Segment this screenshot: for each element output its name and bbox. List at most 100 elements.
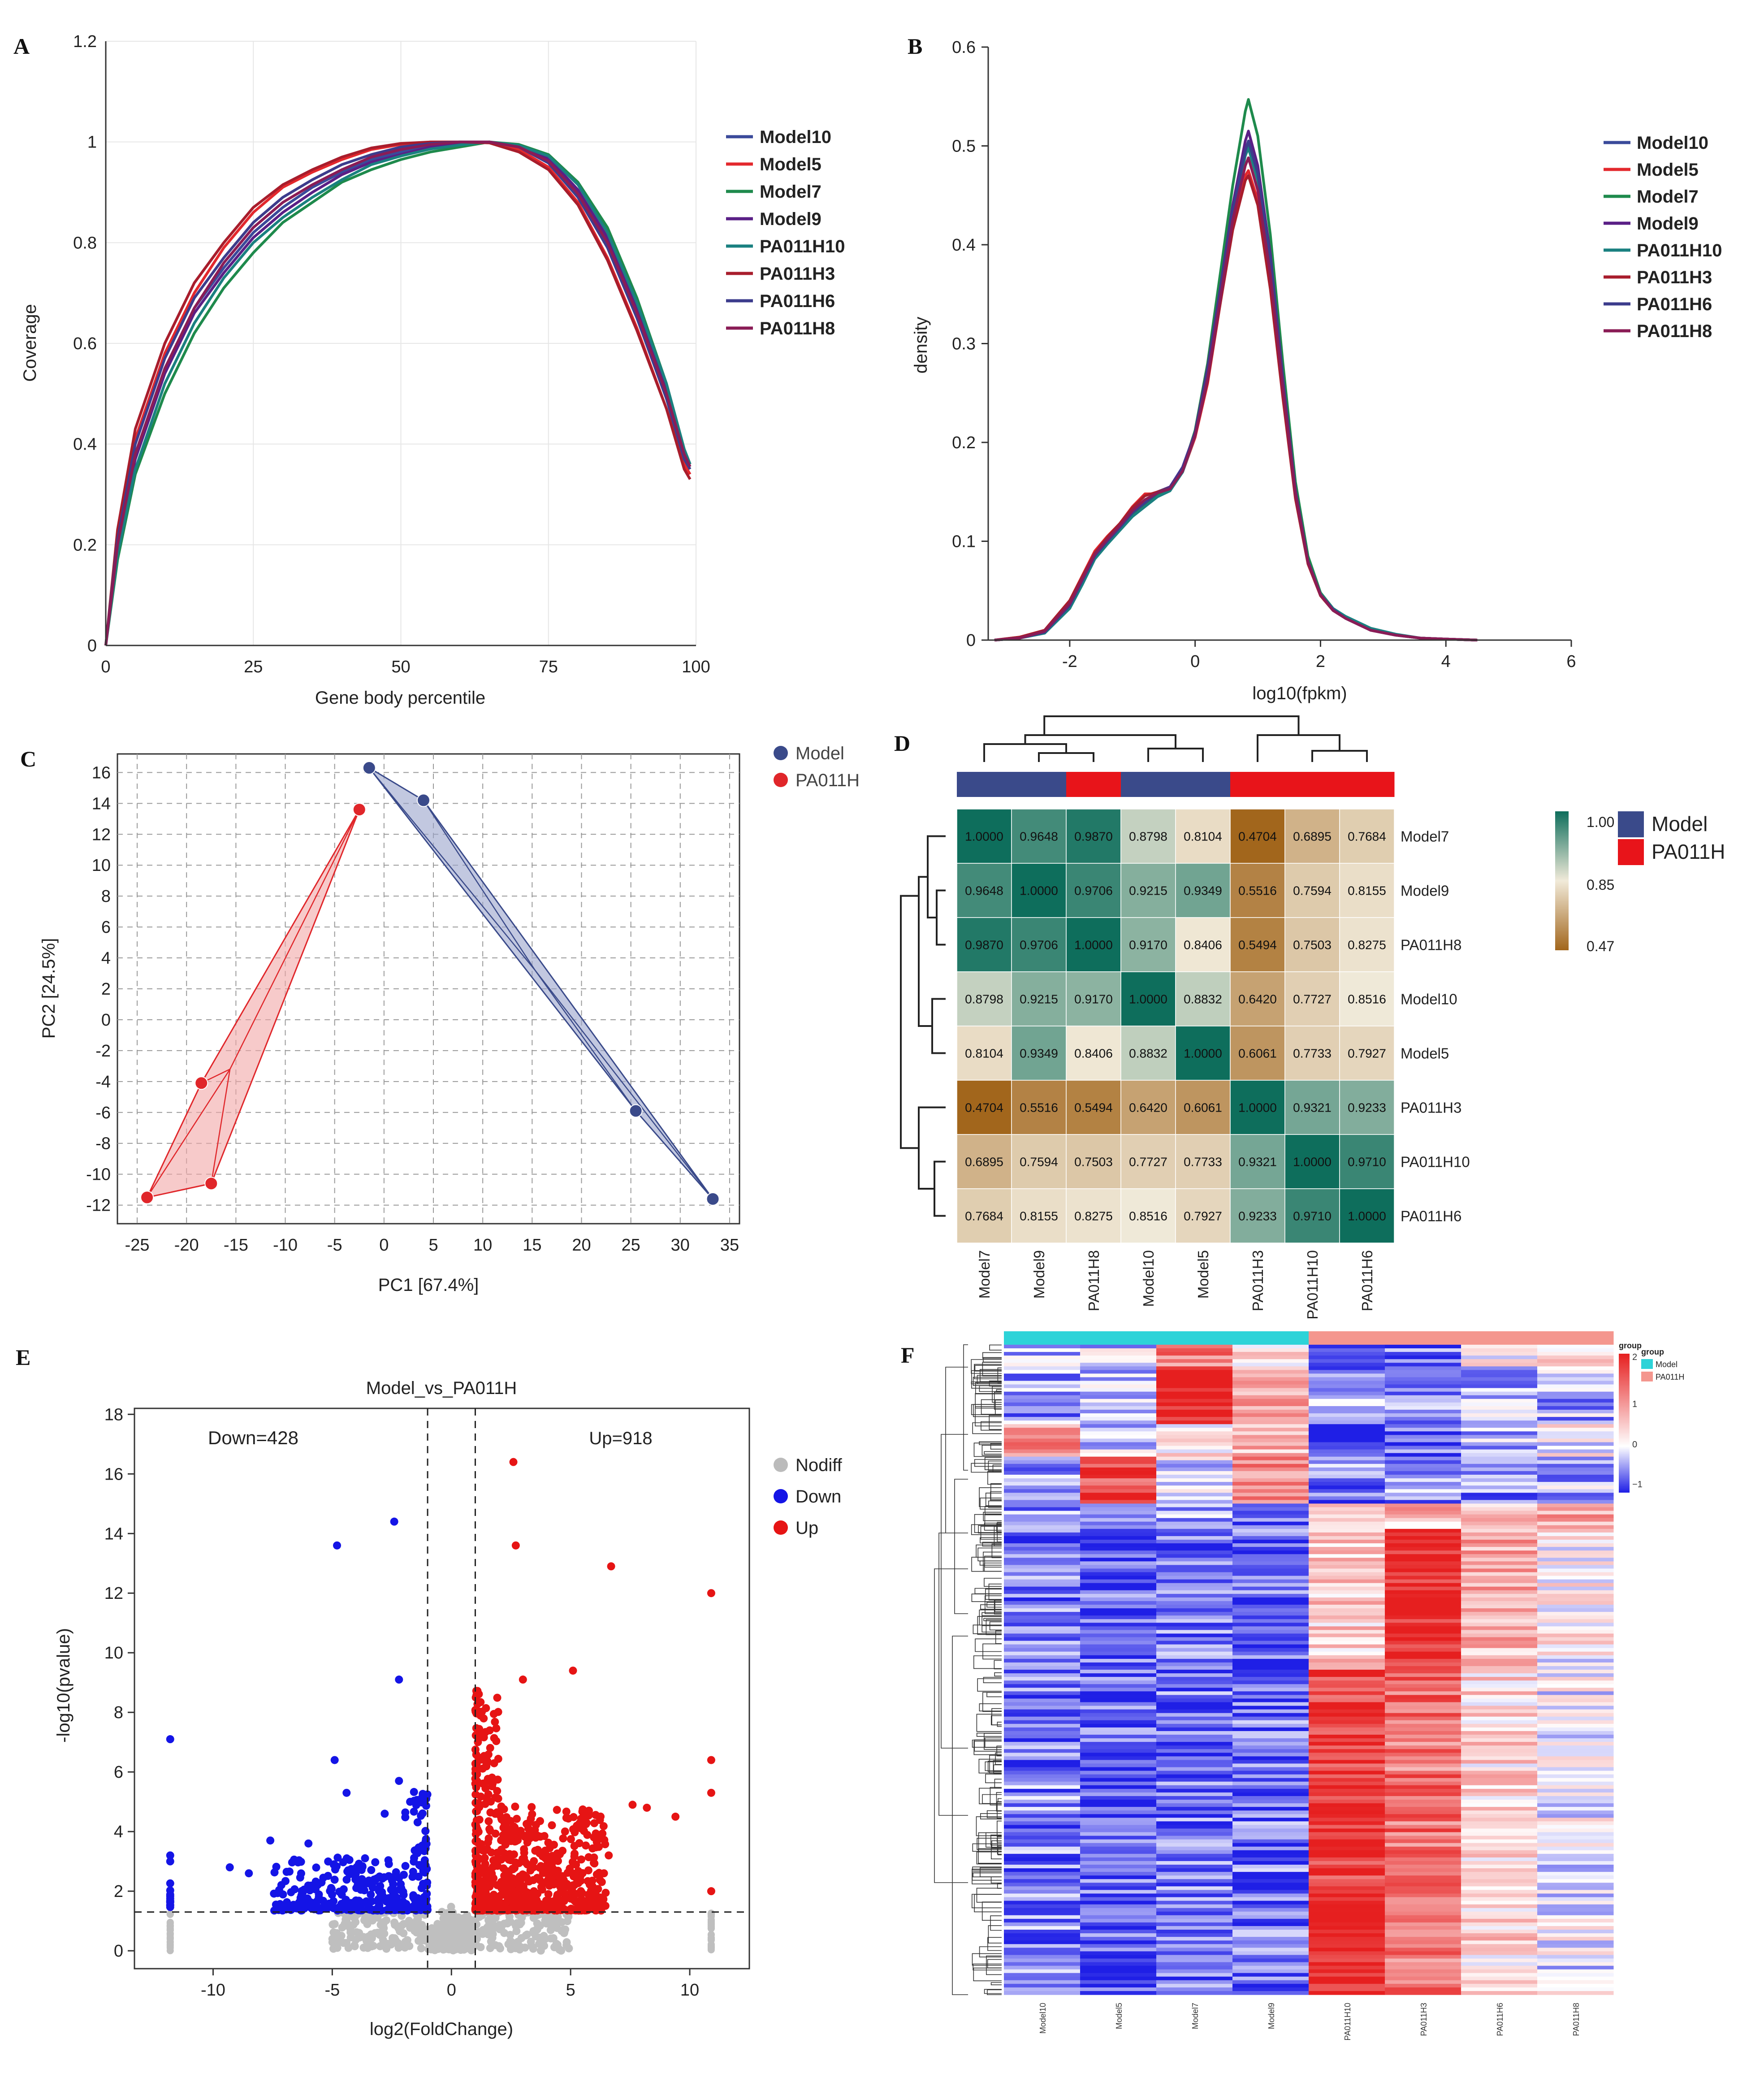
- f-cell: [1080, 1677, 1157, 1681]
- f-cell: [1461, 1688, 1538, 1692]
- e-point-down-outlier-11: [166, 1851, 174, 1860]
- f-cell: [1385, 1771, 1461, 1775]
- f-cell: [1385, 1767, 1461, 1771]
- e-point-up: [516, 1876, 525, 1884]
- f-cell: [1232, 1352, 1309, 1356]
- f-cell: [1461, 1810, 1538, 1814]
- f-cell: [1537, 1435, 1614, 1439]
- e-point-up-outlier-4: [569, 1667, 577, 1675]
- f-cell: [1461, 1456, 1538, 1461]
- e-point-up: [484, 1866, 493, 1875]
- f-cell: [1232, 1489, 1309, 1493]
- f-cell: [1004, 1695, 1081, 1699]
- f-cell: [1309, 1904, 1385, 1909]
- f-cell: [1080, 1568, 1157, 1573]
- f-cell: [1309, 1991, 1385, 1995]
- d-heatmap-cells: 1.0000 0.9648 0.9870 0.8798 0.8104 0.4704 0.68…: [956, 809, 1395, 1243]
- f-cell: [1156, 1839, 1233, 1844]
- f-cell: [1461, 1983, 1538, 1988]
- f-cell: [1309, 1366, 1385, 1370]
- f-cell: [1385, 1449, 1461, 1454]
- f-cell: [1156, 1633, 1233, 1638]
- f-cell: [1004, 1760, 1081, 1764]
- f-cell: [1461, 1633, 1538, 1638]
- e-point-nodiff: [448, 1912, 457, 1921]
- f-cell: [1385, 1348, 1461, 1352]
- f-row-dendrogram: [934, 1344, 1002, 1995]
- b-x-tick-4: 6: [1566, 652, 1576, 671]
- f-cell: [1537, 1774, 1614, 1779]
- f-cell: [1309, 1500, 1385, 1504]
- e-point-up: [472, 1781, 480, 1790]
- f-cell: [1537, 1753, 1614, 1757]
- e-point-up: [529, 1876, 537, 1884]
- f-cell: [1004, 1467, 1081, 1472]
- f-cell: [1080, 1597, 1157, 1602]
- f-cell: [1385, 1677, 1461, 1681]
- f-cell: [1080, 1467, 1157, 1472]
- f-cell: [1537, 1532, 1614, 1537]
- c-y-tick-5: -2: [95, 1042, 111, 1061]
- f-cell: [1537, 1825, 1614, 1829]
- f-cell: [1232, 1384, 1309, 1389]
- f-cell: [1385, 1868, 1461, 1872]
- f-cell: [1004, 1406, 1081, 1410]
- f-cell: [1461, 1593, 1538, 1598]
- e-point-up: [527, 1803, 536, 1811]
- f-cell: [1156, 1735, 1233, 1739]
- f-cell: [1080, 1940, 1157, 1944]
- e-point-up: [500, 1900, 508, 1908]
- f-cell: [1004, 1944, 1081, 1948]
- c-point-model-0: [362, 761, 376, 775]
- f-cell: [1004, 1771, 1081, 1775]
- f-cell: [1461, 1449, 1538, 1454]
- f-cell: [1232, 1785, 1309, 1789]
- f-cell: [1232, 1456, 1309, 1461]
- e-point-down: [312, 1863, 320, 1872]
- f-cell: [1537, 1983, 1614, 1988]
- f-group-bar-4: [1309, 1331, 1385, 1345]
- f-cell: [1537, 1597, 1614, 1602]
- f-cell: [1309, 1720, 1385, 1724]
- d-group-bar-1: [1012, 772, 1067, 797]
- e-point-up: [530, 1857, 538, 1866]
- e-point-nodiff: [411, 1927, 420, 1935]
- f-cell: [1537, 1428, 1614, 1432]
- f-cell: [1232, 1381, 1309, 1385]
- f-cell: [1156, 1428, 1233, 1432]
- f-cell: [1232, 1868, 1309, 1872]
- f-cell: [1385, 1456, 1461, 1461]
- e-point-up: [537, 1883, 545, 1891]
- f-cell: [1004, 1684, 1081, 1688]
- e-point-up: [513, 1814, 521, 1823]
- f-cell: [1080, 1561, 1157, 1565]
- f-cell: [1004, 1673, 1081, 1677]
- f-cell: [1080, 1352, 1157, 1356]
- f-cell: [1385, 1731, 1461, 1735]
- f-cell: [1537, 1561, 1614, 1565]
- e-point-nodiff: [484, 1916, 493, 1924]
- f-cell: [1461, 1644, 1538, 1649]
- f-cell: [1080, 1525, 1157, 1529]
- f-group-bar-6: [1461, 1331, 1538, 1345]
- e-point-down: [295, 1898, 303, 1907]
- e-point-up: [523, 1860, 532, 1869]
- e-point-up: [527, 1814, 535, 1823]
- c-point-pa011h-2: [204, 1177, 218, 1191]
- b-x-tick-0: -2: [1062, 652, 1077, 671]
- f-cell: [1309, 1420, 1385, 1425]
- f-cell: [1461, 1883, 1538, 1887]
- f-cell: [1385, 1363, 1461, 1367]
- e-point-nodiff: [376, 1942, 385, 1950]
- d-cell-value-2-0: 0.9870: [965, 938, 1003, 952]
- f-cell: [1156, 1496, 1233, 1500]
- f-cell: [1461, 1778, 1538, 1782]
- e-y-tick-0: 0: [114, 1942, 123, 1961]
- f-cell: [1537, 1706, 1614, 1710]
- f-cell: [1004, 1846, 1081, 1851]
- f-cell: [1080, 1406, 1157, 1410]
- f-cell: [1004, 1796, 1081, 1800]
- f-cell: [1080, 1818, 1157, 1822]
- f-cell: [1461, 1463, 1538, 1468]
- f-cell: [1309, 1753, 1385, 1757]
